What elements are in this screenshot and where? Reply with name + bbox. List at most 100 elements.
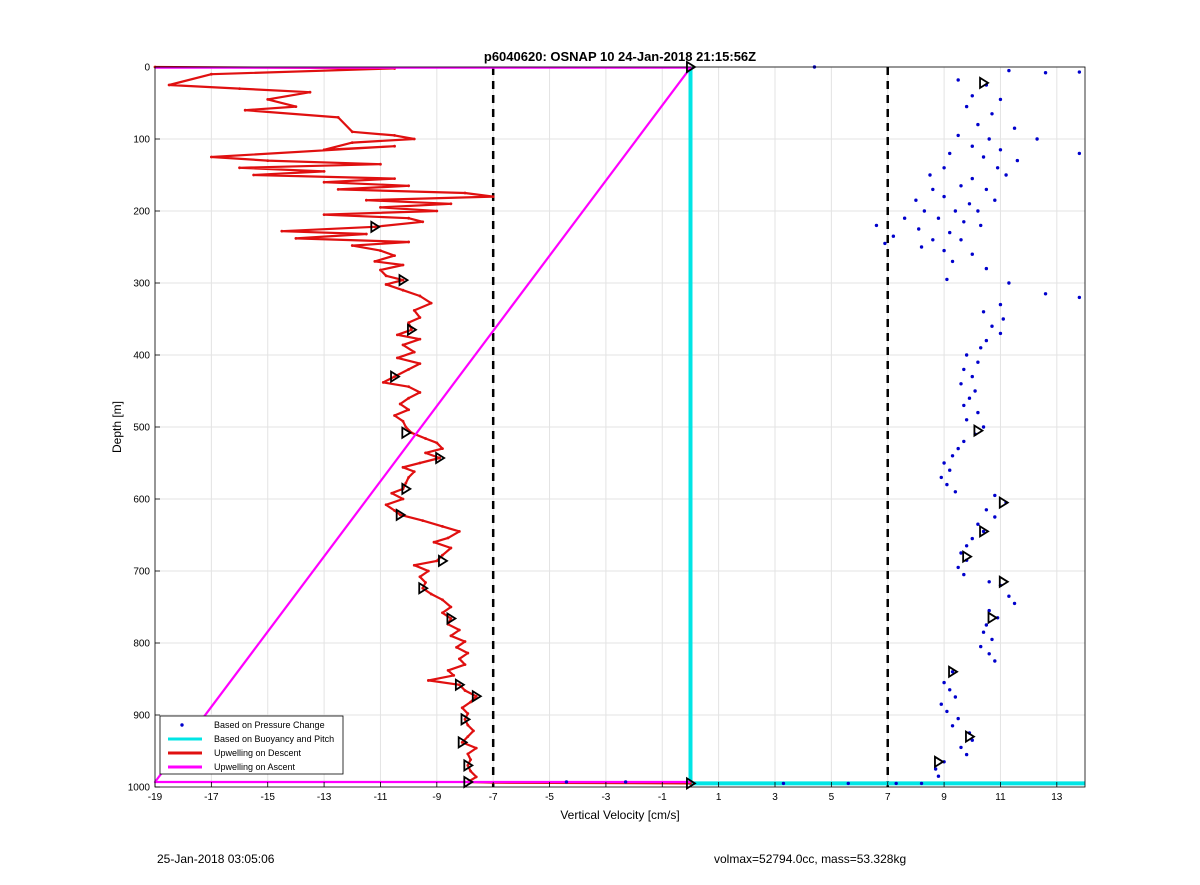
data-point xyxy=(379,163,382,166)
data-point xyxy=(1078,152,1081,155)
data-point xyxy=(427,679,430,682)
y-tick-label: 900 xyxy=(133,711,150,722)
data-point xyxy=(402,466,405,469)
data-point xyxy=(920,245,923,248)
data-point xyxy=(1013,602,1016,605)
data-point xyxy=(937,775,940,778)
data-point xyxy=(407,368,410,371)
data-point xyxy=(382,381,385,384)
data-point xyxy=(450,634,453,637)
data-point xyxy=(985,339,988,342)
x-tick-label: -19 xyxy=(148,792,163,803)
data-point xyxy=(987,137,990,140)
data-point xyxy=(379,206,382,209)
data-point xyxy=(956,566,959,569)
data-point xyxy=(252,174,255,177)
legend-entry: Based on Buoyancy and Pitch xyxy=(214,734,334,744)
data-point xyxy=(976,123,979,126)
data-point xyxy=(971,94,974,97)
data-point xyxy=(441,598,444,601)
data-point xyxy=(309,91,312,94)
data-point xyxy=(1078,70,1081,73)
data-point xyxy=(475,776,478,779)
data-point xyxy=(928,173,931,176)
data-point xyxy=(940,476,943,479)
data-point xyxy=(951,454,954,457)
data-point xyxy=(951,260,954,263)
data-point xyxy=(323,170,326,173)
data-point xyxy=(624,780,627,783)
data-point xyxy=(894,782,897,785)
x-axis-label: Vertical Velocity [cm/s] xyxy=(560,808,679,822)
data-point xyxy=(455,646,458,649)
data-point xyxy=(1007,595,1010,598)
data-point xyxy=(982,310,985,313)
data-point xyxy=(996,166,999,169)
data-point xyxy=(948,688,951,691)
data-point xyxy=(469,758,472,761)
data-point xyxy=(1016,159,1019,162)
data-point xyxy=(402,289,405,292)
data-point xyxy=(441,611,444,614)
data-point xyxy=(430,593,433,596)
data-point xyxy=(466,764,469,767)
data-point xyxy=(323,213,326,216)
data-point xyxy=(447,536,450,539)
data-point xyxy=(923,209,926,212)
data-point xyxy=(435,210,438,213)
data-point xyxy=(407,476,410,479)
data-point xyxy=(965,753,968,756)
triangle-marker xyxy=(1000,577,1008,587)
data-point xyxy=(968,202,971,205)
footer-timestamp: 25-Jan-2018 03:05:06 xyxy=(157,852,274,866)
data-point xyxy=(458,629,461,632)
data-point xyxy=(407,241,410,244)
data-point xyxy=(351,244,354,247)
data-point xyxy=(993,199,996,202)
data-point xyxy=(410,328,413,331)
data-point xyxy=(962,220,965,223)
data-point xyxy=(956,717,959,720)
data-point xyxy=(424,581,427,584)
data-point xyxy=(168,84,171,87)
data-point xyxy=(295,237,298,240)
data-point xyxy=(982,631,985,634)
data-point xyxy=(413,564,416,567)
y-tick-label: 1000 xyxy=(128,783,151,794)
data-point xyxy=(280,230,283,233)
data-point xyxy=(931,238,934,241)
x-tick-label: 3 xyxy=(772,792,778,803)
data-point xyxy=(393,509,396,512)
data-point xyxy=(441,554,444,557)
data-point xyxy=(461,706,464,709)
data-point xyxy=(965,544,968,547)
data-point xyxy=(883,242,886,245)
data-point xyxy=(419,362,422,365)
data-point xyxy=(948,231,951,234)
data-point xyxy=(210,73,213,76)
x-tick-label: -3 xyxy=(601,792,610,803)
data-point xyxy=(464,663,467,666)
data-point xyxy=(373,225,376,228)
data-point xyxy=(458,530,461,533)
x-tick-label: -13 xyxy=(317,792,332,803)
data-point xyxy=(948,469,951,472)
data-point xyxy=(475,695,478,698)
triangle-marker xyxy=(439,556,447,566)
data-point xyxy=(385,283,388,286)
data-point xyxy=(942,249,945,252)
series-upwelling-on-ascent xyxy=(155,68,691,782)
data-point xyxy=(438,457,441,460)
x-tick-label: -11 xyxy=(374,792,388,803)
data-point xyxy=(393,134,396,137)
x-tick-label: -15 xyxy=(261,792,276,803)
data-point xyxy=(914,199,917,202)
data-point xyxy=(407,408,410,411)
data-point xyxy=(999,98,1002,101)
x-tick-label: 11 xyxy=(995,792,1006,803)
data-point xyxy=(971,253,974,256)
data-point xyxy=(475,747,478,750)
data-point xyxy=(999,148,1002,151)
data-point xyxy=(985,623,988,626)
data-point xyxy=(419,316,422,319)
